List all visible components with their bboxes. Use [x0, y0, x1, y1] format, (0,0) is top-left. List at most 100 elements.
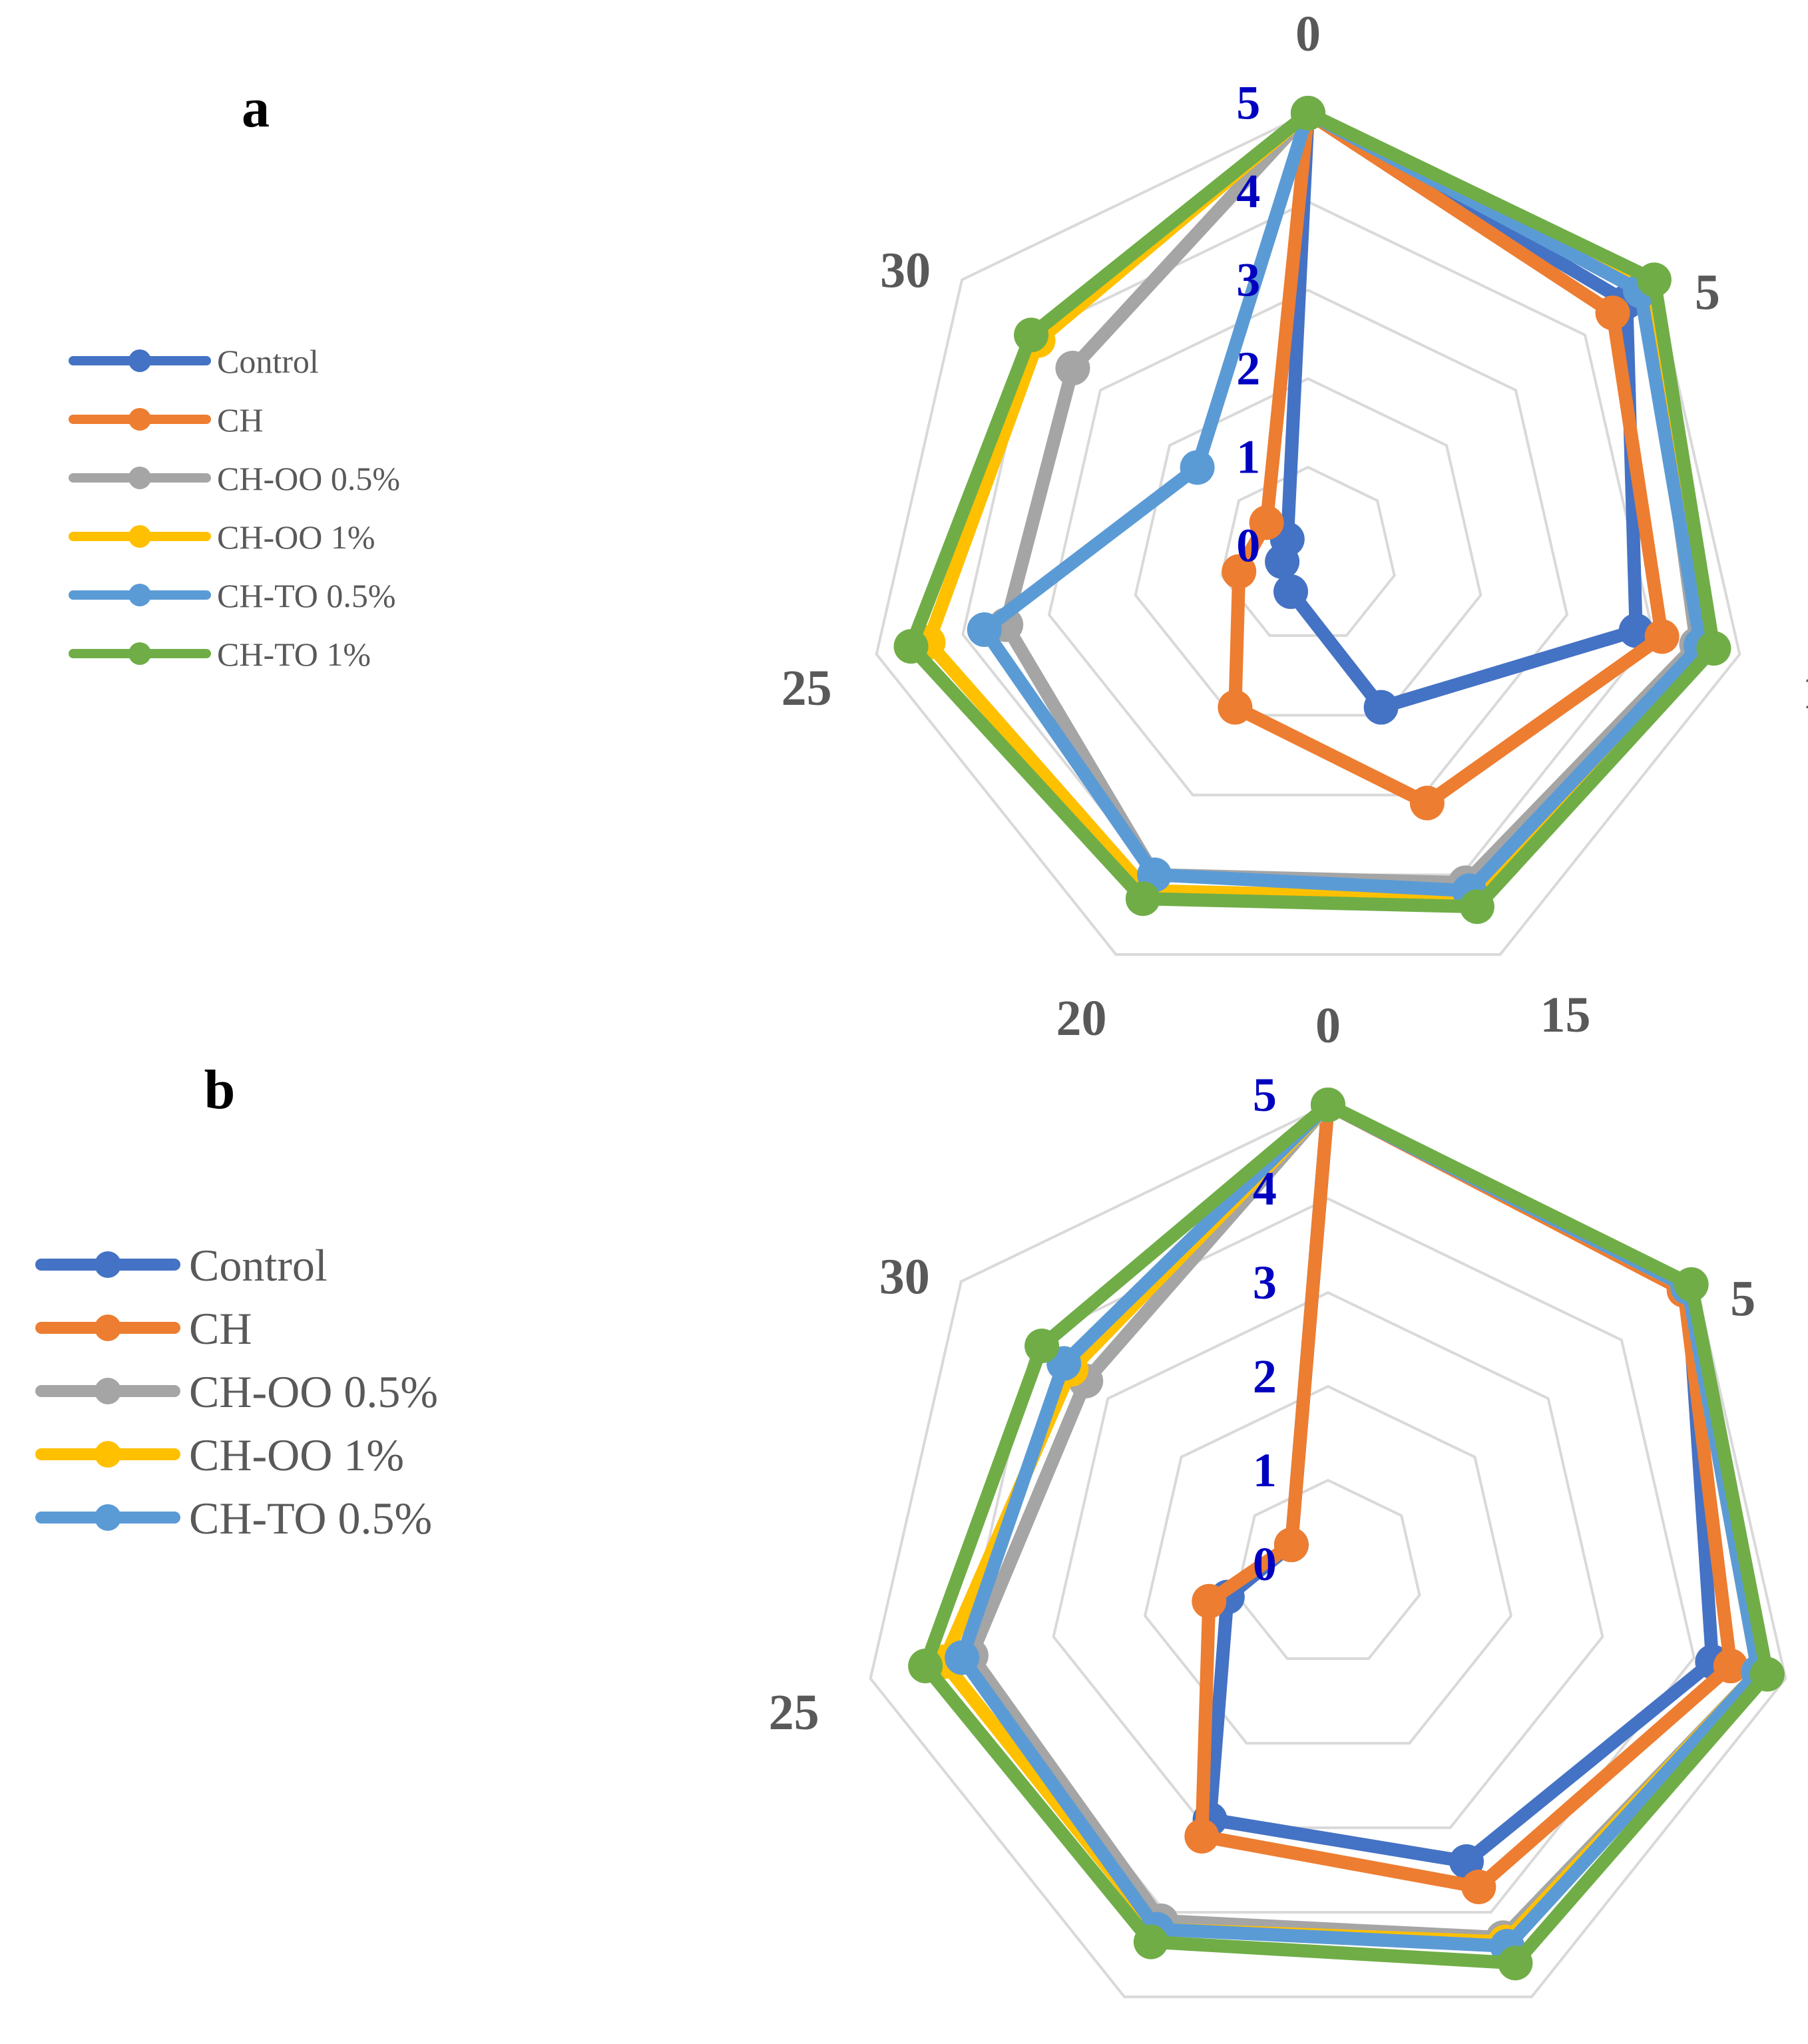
point-chto1-0 — [1311, 1088, 1345, 1122]
category-label-30: 30 — [880, 242, 931, 298]
point-chto1-25 — [908, 1649, 943, 1684]
category-label-20: 20 — [1056, 990, 1106, 1046]
category-label-15: 15 — [1540, 987, 1591, 1043]
legend-a-marker-control — [128, 349, 151, 372]
point-ch-15 — [1461, 1870, 1496, 1905]
point-chto1-5 — [1674, 1267, 1709, 1302]
ring-label-3: 3 — [1236, 254, 1260, 307]
category-label-30: 30 — [879, 1249, 930, 1305]
point-ch-15 — [1409, 785, 1445, 821]
point-chto1-5 — [1636, 262, 1672, 298]
point-control-10 — [1618, 613, 1654, 648]
ring-label-4: 4 — [1253, 1162, 1277, 1215]
ring-label-2: 2 — [1253, 1350, 1277, 1403]
legend-b-label-ch: CH — [189, 1303, 252, 1354]
legend-a-marker-choo05 — [128, 467, 151, 489]
legend-b-label-control: Control — [189, 1240, 328, 1291]
grid-ring-1 — [1220, 465, 1396, 637]
ring-label-5: 5 — [1236, 77, 1260, 130]
grid-ring-2 — [1134, 377, 1482, 717]
legend-a-marker-choo1 — [128, 525, 151, 548]
legend-b-item-chto05: CH-TO 0.5% — [35, 1493, 432, 1543]
point-ch-25 — [1192, 1583, 1227, 1619]
legend-b-item-control: Control — [35, 1240, 328, 1291]
category-label-0: 0 — [1315, 998, 1341, 1054]
category-label-25: 25 — [769, 1685, 819, 1740]
point-ch-30 — [1273, 1528, 1309, 1563]
legend-a: Control CH CH-OO 0.5% CH-OO 1% CH-TO 0.5 — [69, 343, 400, 673]
radar-chart-a: 012345051015202530 — [782, 6, 1808, 1046]
legend-b-marker-ch — [95, 1315, 121, 1341]
ring-label-3: 3 — [1253, 1256, 1277, 1309]
point-chto05-25 — [967, 612, 1002, 647]
point-ch-30 — [1249, 505, 1284, 540]
legend-b: Control CH CH-OO 0.5% CH-OO 1% CH-TO 0.5 — [35, 1240, 438, 1543]
legend-a-item-ch: CH — [69, 401, 263, 439]
point-control-15 — [1363, 690, 1399, 725]
category-label-5: 5 — [1695, 264, 1720, 320]
ring-labels: 0 1 2 3 4 5 — [1253, 1068, 1277, 1591]
point-control-20 — [1273, 574, 1309, 609]
category-label-15: 15 — [1566, 2033, 1617, 2044]
legend-a-item-chto05: CH-TO 0.5% — [69, 577, 396, 614]
point-chto05-30 — [1180, 450, 1215, 485]
point-ch-10 — [1644, 619, 1680, 654]
series-line-chto05 — [977, 106, 1707, 898]
legend-a-label-chto1: CH-TO 1% — [217, 636, 371, 673]
point-chto1-20 — [1133, 1924, 1168, 1959]
legend-a-marker-chto05 — [128, 584, 151, 606]
legend-b-marker-control — [95, 1251, 121, 1278]
ring-label-5: 5 — [1253, 1068, 1277, 1122]
point-chto1-20 — [1125, 881, 1160, 917]
legend-a-marker-chto1 — [128, 642, 151, 665]
ring-label-1: 1 — [1236, 431, 1260, 484]
legend-a-item-chto1: CH-TO 1% — [69, 636, 371, 673]
ring-label-0: 0 — [1253, 1537, 1277, 1591]
point-choo05-30 — [1055, 351, 1090, 386]
category-label-20: 20 — [1062, 2035, 1113, 2044]
legend-b-marker-choo05 — [95, 1378, 121, 1404]
panel-b: b Control CH CH-OO 0.5% CH-OO 1% — [35, 998, 1787, 2044]
radar-chart-b: 012345051015202530 — [769, 998, 1787, 2044]
grid-ring-3 — [1052, 1291, 1604, 1830]
ring-label-0: 0 — [1236, 519, 1260, 572]
point-chto1-15 — [1498, 1945, 1533, 1981]
legend-b-marker-chto05 — [95, 1504, 121, 1531]
ring-label-4: 4 — [1236, 165, 1260, 218]
legend-a-label-choo05: CH-OO 0.5% — [217, 460, 400, 497]
ring-label-1: 1 — [1253, 1444, 1277, 1497]
point-ch-5 — [1595, 296, 1630, 331]
point-ch-25 — [1222, 554, 1257, 589]
legend-b-item-choo05: CH-OO 0.5% — [35, 1366, 438, 1417]
legend-a-label-ch: CH — [217, 401, 263, 439]
panel-letter-b: b — [204, 1059, 236, 1121]
category-label-5: 5 — [1730, 1271, 1755, 1327]
grid-ring-1 — [1235, 1478, 1421, 1661]
category-label-25: 25 — [782, 660, 832, 716]
series-line-chto1 — [904, 106, 1721, 914]
legend-b-item-choo1: CH-OO 1% — [35, 1430, 404, 1480]
panel-letter-a: a — [242, 77, 270, 139]
legend-b-label-choo05: CH-OO 0.5% — [189, 1366, 438, 1417]
point-chto1-0 — [1291, 96, 1325, 130]
series-chto1 — [893, 96, 1731, 924]
series-line-choo1 — [921, 106, 1712, 906]
legend-b-label-chto05: CH-TO 0.5% — [189, 1493, 432, 1543]
point-chto1-10 — [1749, 1657, 1785, 1692]
legend-b-label-choo1: CH-OO 1% — [189, 1430, 404, 1480]
series-chto1 — [908, 1088, 1785, 1981]
legend-a-label-chto05: CH-TO 0.5% — [217, 577, 396, 614]
ring-label-2: 2 — [1236, 342, 1260, 395]
legend-a-marker-ch — [128, 408, 151, 431]
series-line-control — [1275, 106, 1643, 714]
point-chto1-15 — [1459, 889, 1494, 924]
ring-labels: 0 1 2 3 4 5 — [1236, 77, 1260, 572]
category-label-10: 10 — [1802, 664, 1808, 719]
point-chto1-30 — [1014, 317, 1049, 353]
legend-a-item-choo05: CH-OO 0.5% — [69, 460, 400, 497]
legend-a-label-control: Control — [217, 343, 319, 380]
category-labels: 051015202530 — [769, 998, 1756, 2044]
series-line-chto1 — [919, 1098, 1774, 1970]
category-labels: 051015202530 — [782, 6, 1808, 1046]
